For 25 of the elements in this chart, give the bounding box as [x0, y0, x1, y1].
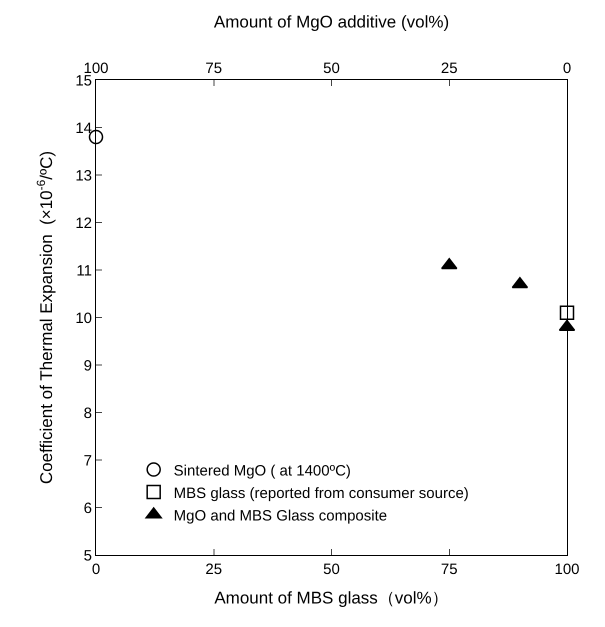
x2-axis-title: Amount of MgO additive (vol%): [214, 12, 450, 32]
y-tick-label: 13: [75, 167, 92, 184]
x-axis-title: Amount of MBS glass（vol%）: [214, 588, 449, 608]
x-tick-label: 25: [205, 561, 222, 578]
x-tick-label: 0: [92, 561, 100, 578]
y-tick-label: 11: [76, 262, 92, 280]
x2-tick-label: 50: [323, 60, 340, 77]
x2-tick-label: 75: [205, 60, 222, 77]
y-tick-label: 12: [75, 214, 92, 232]
x2-tick-label: 25: [440, 60, 458, 77]
y-tick-label: 9: [84, 357, 92, 374]
y-tick-label: 5: [84, 547, 92, 564]
x-tick-label: 75: [440, 561, 458, 578]
y-tick-label: 7: [84, 452, 92, 470]
x2-tick-label: 0: [562, 60, 572, 77]
y-tick-label: 8: [84, 404, 92, 422]
y-tick-label: 6: [84, 500, 92, 517]
x-tick-label: 100: [554, 561, 580, 578]
legend-label: Sintered MgO ( at 1400ºC): [174, 462, 351, 480]
x-tick-label: 50: [323, 561, 340, 578]
y-tick-label: 10: [75, 310, 92, 327]
y-tick-label: 14: [75, 120, 92, 137]
legend-label: MgO and MBS Glass composite: [174, 507, 388, 524]
legend-label: MBS glass (reported from consumer source): [174, 484, 469, 502]
y-tick-label: 15: [75, 72, 92, 90]
